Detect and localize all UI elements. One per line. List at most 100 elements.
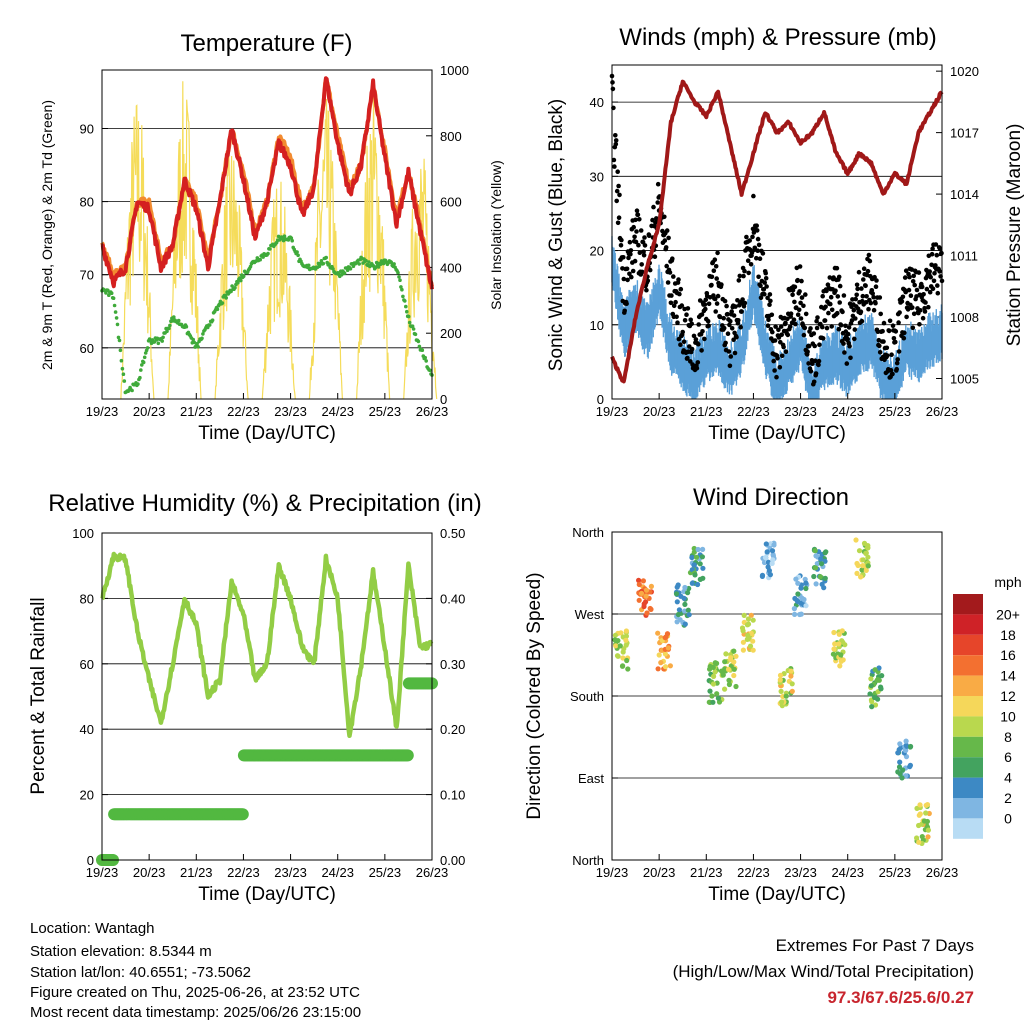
gust-point [911, 273, 916, 279]
rh-ytick-label: 0 [87, 853, 94, 868]
gust-point [747, 238, 752, 243]
gust-point [677, 291, 682, 297]
gust-point [797, 264, 803, 269]
gust-point [886, 328, 892, 334]
dewpoint-point [374, 260, 379, 265]
gust-point [615, 169, 620, 174]
gust-point [927, 289, 933, 295]
gust-point [933, 263, 938, 268]
winds-ylabel-left: Sonic Wind & Gust (Blue, Black) [546, 99, 567, 371]
direction-point [872, 667, 878, 673]
winds-ytick-label: 10 [590, 318, 604, 333]
gust-point [725, 331, 731, 337]
gust-point [696, 322, 701, 327]
dewpoint-point [109, 291, 114, 296]
gust-point [837, 300, 842, 305]
rh-xtick-label: 23/23 [274, 865, 307, 880]
gust-point [899, 299, 905, 304]
gust-point [841, 293, 847, 298]
legend-label: 16 [1000, 647, 1016, 663]
direction-point [712, 669, 718, 675]
direction-point [722, 686, 728, 692]
direction-point [733, 653, 739, 659]
dewpoint-point [411, 327, 416, 331]
gust-point [787, 324, 793, 329]
winds-title: Winds (mph) & Pressure (mb) [619, 24, 937, 51]
temp-ytick-label: 80 [80, 195, 94, 210]
gust-point [861, 277, 866, 282]
direction-point [854, 570, 860, 577]
gust-point [767, 302, 772, 308]
direction-point [750, 638, 756, 644]
gust-point [636, 242, 641, 248]
gust-point [783, 349, 789, 355]
gust-point [664, 263, 669, 269]
gust-point [638, 228, 644, 233]
direction-point [623, 637, 629, 643]
rh-ytick-label: 80 [80, 591, 94, 606]
gust-point [863, 300, 869, 305]
gust-point [845, 336, 850, 342]
gust-point [904, 314, 909, 320]
direction-point [691, 549, 697, 555]
gust-point [811, 331, 817, 336]
gust-point [705, 318, 711, 324]
gust-point [706, 323, 711, 329]
gust-point [681, 339, 687, 345]
gust-point [706, 301, 712, 307]
dewpoint-point [191, 337, 195, 342]
gust-point [806, 343, 812, 349]
gust-point [685, 306, 691, 311]
recent-text: Most recent data timestamp: 2025/06/26 2… [30, 1004, 362, 1021]
created-text: Figure created on Thu, 2025-06-26, at 23… [30, 984, 360, 1001]
gust-point [815, 315, 820, 320]
direction-point [903, 773, 909, 779]
dewpoint-point [112, 303, 117, 308]
dir-ytick-label: North [572, 525, 604, 540]
gust-point [881, 320, 887, 326]
gust-point [684, 312, 689, 318]
gust-point [805, 349, 810, 355]
gust-point [742, 268, 747, 274]
solar-insolation-line [120, 104, 155, 400]
gust-point [799, 278, 804, 284]
dewpoint-point [416, 339, 421, 344]
direction-point [903, 747, 909, 754]
gust-point [756, 242, 762, 248]
gust-point [855, 286, 860, 292]
gust-point [758, 283, 763, 289]
dewpoint-point [114, 316, 119, 320]
dewpoint-point [130, 388, 134, 393]
gust-point [771, 358, 776, 364]
dewpoint-point [351, 264, 356, 269]
direction-point [831, 629, 837, 636]
direction-point [797, 611, 803, 618]
gust-point [717, 314, 723, 320]
gust-point [785, 316, 790, 322]
dewpoint-point [239, 278, 243, 283]
gust-point [796, 307, 802, 313]
gust-point [852, 327, 858, 332]
gust-point [887, 318, 893, 324]
pressure-line [610, 79, 944, 384]
gust-point [631, 224, 636, 230]
gust-point [679, 303, 685, 308]
direction-point [643, 587, 650, 593]
gust-point [626, 255, 631, 261]
precip-point [236, 808, 249, 821]
gust-point [709, 274, 715, 280]
gust-point [817, 342, 822, 348]
gust-point [624, 301, 629, 307]
gust-point [873, 300, 878, 306]
direction-point [731, 672, 737, 679]
gust-point [853, 296, 858, 302]
gust-point [760, 251, 766, 256]
gust-point [779, 332, 784, 338]
direction-point [874, 677, 880, 683]
direction-point [817, 574, 823, 580]
gust-point [755, 248, 760, 253]
direction-point [865, 554, 871, 560]
gust-point [906, 287, 912, 293]
gust-point [885, 353, 890, 358]
gust-point [646, 233, 652, 238]
